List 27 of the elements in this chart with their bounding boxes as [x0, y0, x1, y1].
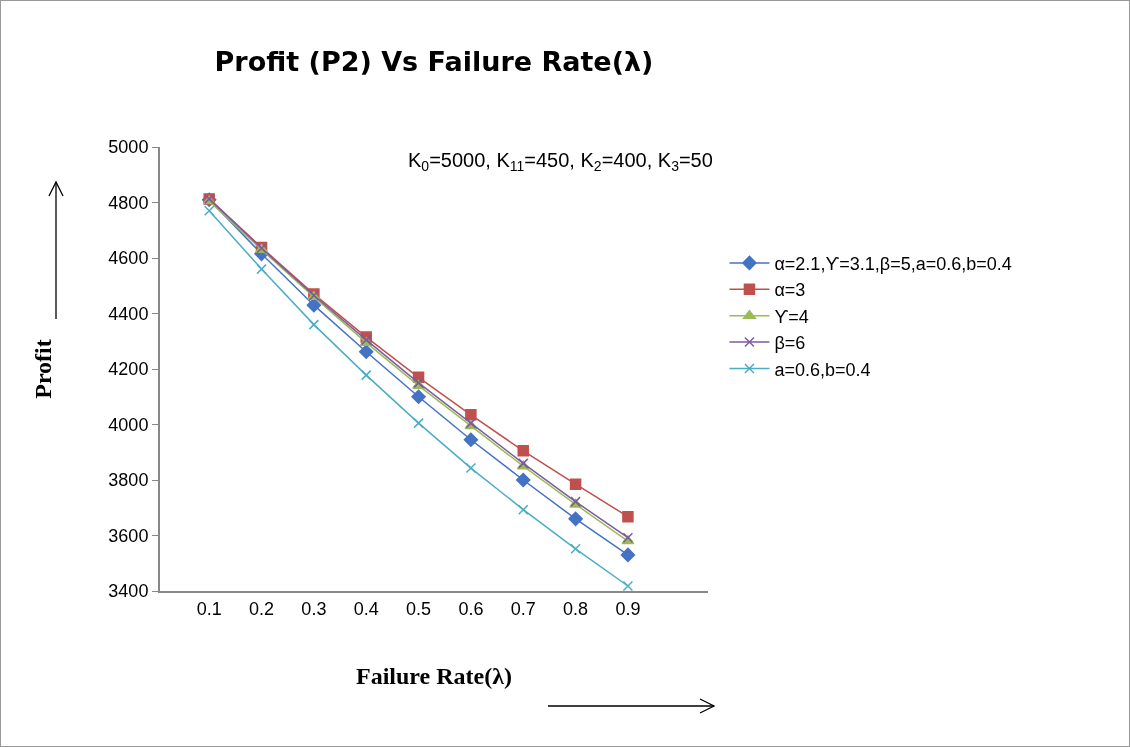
y-tick-label: 3800 — [108, 470, 149, 491]
y-tick-label: 4600 — [108, 248, 149, 269]
y-tick-label: 4800 — [108, 192, 149, 213]
legend-label: α=3 — [774, 280, 806, 301]
x-tick-label: 0.3 — [301, 598, 327, 619]
y-tick-label: 5000 — [108, 137, 149, 158]
x-tick-label: 0.5 — [406, 598, 432, 619]
x-axis-title: Failure Rate(λ) — [356, 663, 512, 690]
y-tick-label: 4200 — [108, 359, 149, 380]
x-tick-label: 0.8 — [563, 598, 589, 619]
x-tick-label: 0.7 — [510, 598, 536, 619]
y-tick-label: 3400 — [108, 581, 149, 602]
legend-label: a=0.6,b=0.4 — [774, 359, 871, 380]
y-tick-label: 4000 — [108, 414, 149, 435]
x-tick-label: 0.4 — [353, 598, 379, 619]
text: K$_{0}$=5000, K$_{11}$=450, K$_{2}$=400, K$_{3}$=50 — [408, 149, 713, 175]
y-tick-label: 3600 — [108, 525, 149, 546]
x-tick-label: 0.6 — [458, 598, 484, 619]
legend-label: β=6 — [774, 333, 806, 354]
y-tick-label: 4400 — [108, 303, 149, 324]
legend-label: α=2.1,ϒ=3.1,β=5,a=0.6,b=0.4 — [774, 253, 1012, 274]
chart-title: Profit (P2) Vs Failure Rate(λ) — [214, 46, 654, 78]
x-tick-label: 0.2 — [249, 598, 275, 619]
x-tick-label: 0.1 — [196, 598, 222, 619]
y-axis-title: Profit — [29, 339, 56, 399]
legend-label: ϒ=4 — [774, 306, 809, 327]
x-tick-label: 0.9 — [615, 598, 641, 619]
